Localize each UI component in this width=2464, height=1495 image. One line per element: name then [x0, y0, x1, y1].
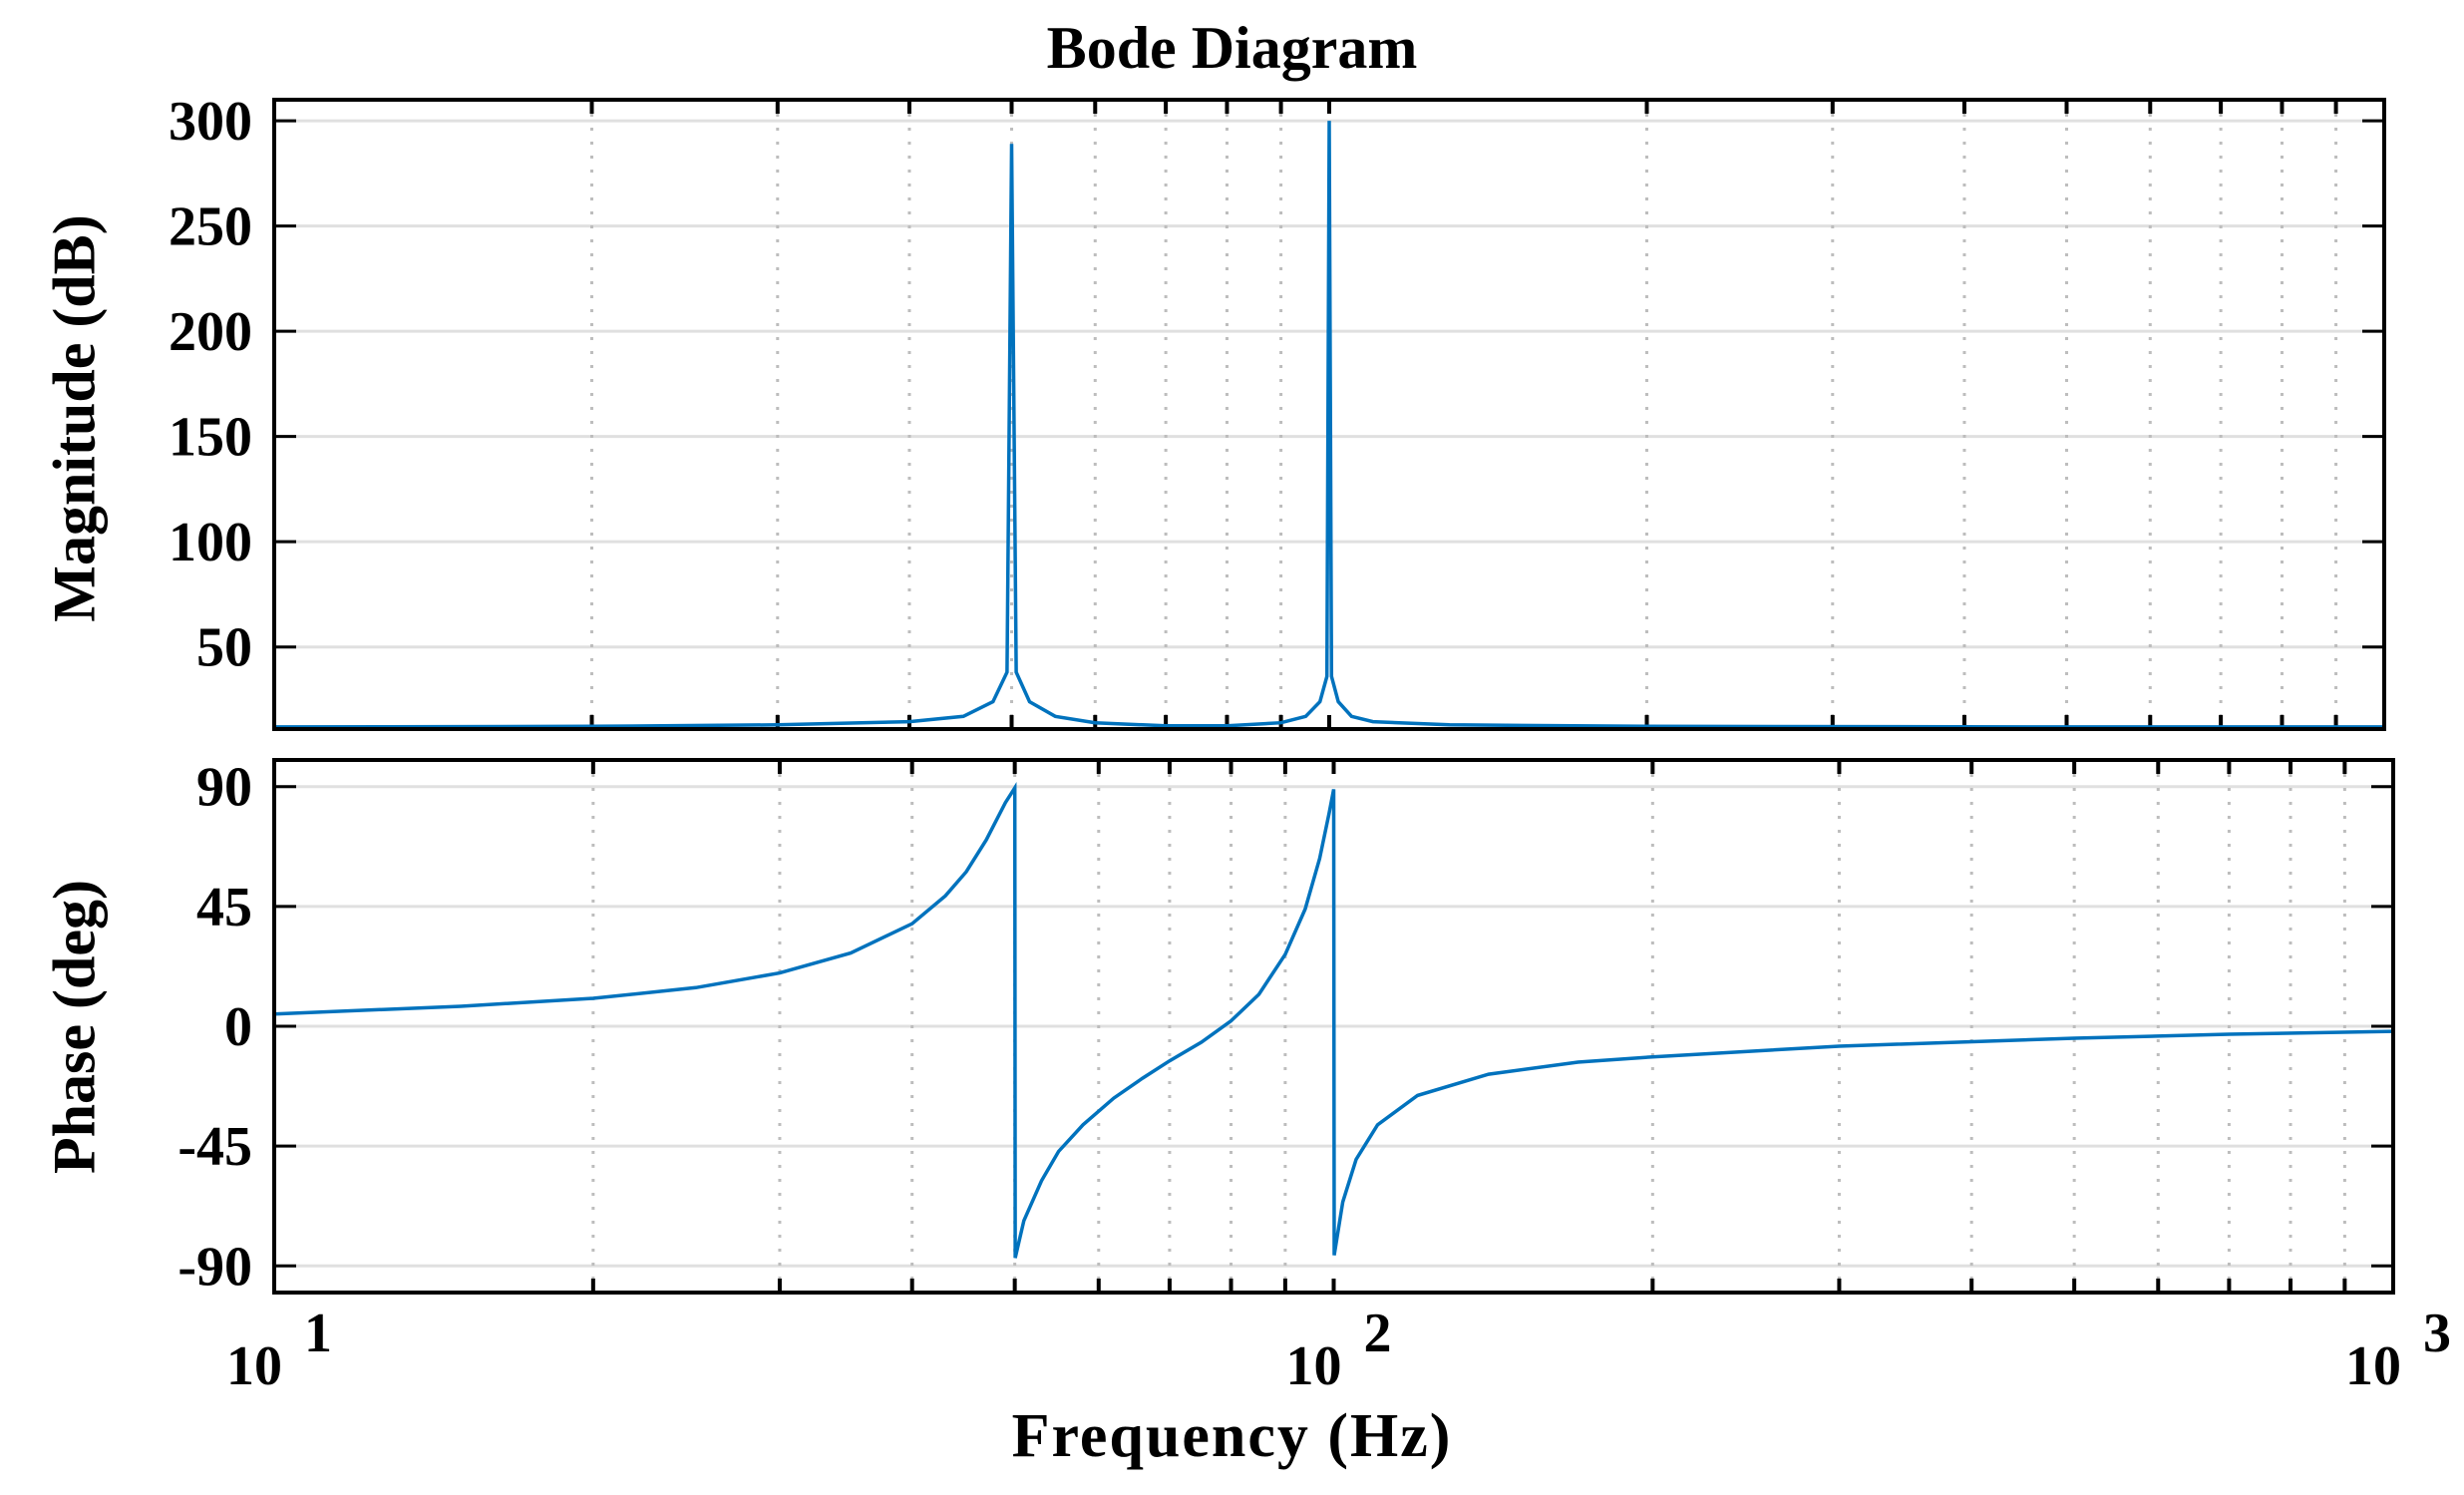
magnitude-curve: [273, 121, 2384, 729]
x-tick-exponent: 2: [1364, 1303, 1392, 1364]
y-tick-label: 250: [169, 196, 252, 258]
x-tick-label: 10: [2345, 1335, 2401, 1397]
y-tick-label: -90: [177, 1236, 252, 1298]
frequency-axis-label: Frequency (Hz): [1011, 1402, 1453, 1470]
y-tick-label: 300: [169, 91, 252, 153]
x-tick-label: 10: [226, 1335, 282, 1397]
y-tick-label: 0: [224, 996, 252, 1058]
y-tick-label: 150: [169, 407, 252, 469]
x-tick-exponent: 3: [2423, 1303, 2451, 1364]
y-tick-label: 45: [196, 877, 252, 938]
y-tick-label: 50: [196, 617, 252, 679]
y-tick-label: 90: [196, 757, 252, 819]
phase-curve: [273, 782, 2394, 1259]
x-tick-exponent: 1: [304, 1303, 332, 1364]
y-tick-label: 100: [169, 512, 252, 573]
phase-panel: 90 45 0 -45 -90: [177, 757, 2395, 1298]
magnitude-panel: 50 100 150 200 250 300: [169, 91, 2386, 731]
y-tick-label: 200: [169, 301, 252, 363]
chart-title: Bode Diagram: [1046, 15, 1418, 81]
x-tick-label: 10: [1286, 1335, 1342, 1397]
y-tick-label: -45: [177, 1116, 252, 1178]
